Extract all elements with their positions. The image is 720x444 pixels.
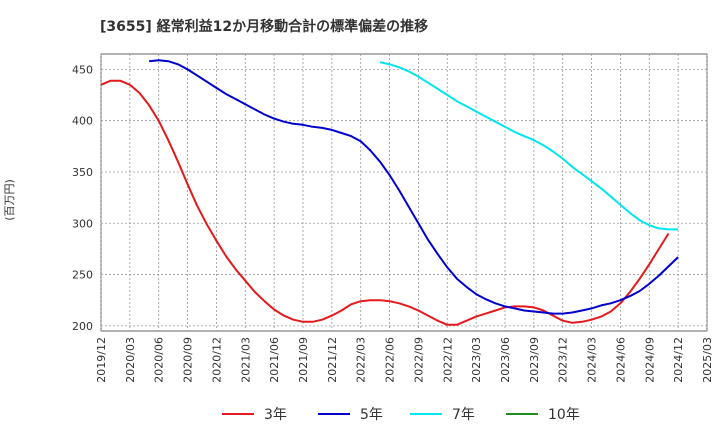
x-tick-label: 2020/06 xyxy=(153,337,166,383)
plot-area xyxy=(100,53,708,332)
x-tick-label: 2025/03 xyxy=(701,337,714,383)
x-tick-label: 2022/03 xyxy=(355,337,368,383)
x-tick-label: 2021/03 xyxy=(239,337,252,383)
x-tick-label: 2024/06 xyxy=(614,337,627,383)
x-tick-label: 2019/12 xyxy=(95,337,108,383)
x-tick-label: 2023/03 xyxy=(470,337,483,383)
x-tick-label: 2024/12 xyxy=(672,337,685,383)
x-tick-label: 2023/09 xyxy=(528,337,541,383)
x-tick-label: 2022/12 xyxy=(441,337,454,383)
chart-title: [3655] 経常利益12か月移動合計の標準偏差の推移 xyxy=(100,18,428,35)
legend: 3年 5年 7年 10年 xyxy=(222,407,580,423)
legend-label: 3年 xyxy=(264,407,287,423)
series-line-2 xyxy=(379,61,679,231)
y-tick-label: 350 xyxy=(72,166,93,179)
legend-label: 7年 xyxy=(452,407,475,423)
y-tick-label: 400 xyxy=(72,115,93,128)
x-tick-label: 2021/06 xyxy=(268,337,281,383)
x-tick-label: 2021/09 xyxy=(297,337,310,383)
x-tick-label: 2022/09 xyxy=(412,337,425,383)
series-line-1 xyxy=(148,59,679,315)
y-axis-ticks: 200 250 300 350 400 450 xyxy=(72,63,93,332)
series-line-0 xyxy=(100,79,670,326)
x-tick-label: 2020/12 xyxy=(210,337,223,383)
x-tick-label: 2020/09 xyxy=(182,337,195,383)
legend-label: 10年 xyxy=(548,407,580,423)
legend-label: 5年 xyxy=(360,407,383,423)
series xyxy=(100,59,679,326)
x-tick-label: 2020/03 xyxy=(124,337,137,383)
y-axis-label: (百万円) xyxy=(3,179,16,221)
x-tick-label: 2024/09 xyxy=(643,337,656,383)
x-tick-label: 2021/12 xyxy=(326,337,339,383)
grid xyxy=(100,54,708,331)
x-axis-ticks: 2019/12 2020/03 2020/06 2020/09 2020/12 2021/… xyxy=(95,337,714,383)
x-tick-label: 2023/12 xyxy=(557,337,570,383)
y-tick-label: 200 xyxy=(72,320,93,333)
y-tick-label: 300 xyxy=(72,217,93,230)
y-tick-label: 450 xyxy=(72,63,93,76)
x-tick-label: 2022/06 xyxy=(384,337,397,383)
x-tick-label: 2023/06 xyxy=(499,337,512,383)
y-tick-label: 250 xyxy=(72,269,93,282)
x-tick-label: 2024/03 xyxy=(586,337,599,383)
